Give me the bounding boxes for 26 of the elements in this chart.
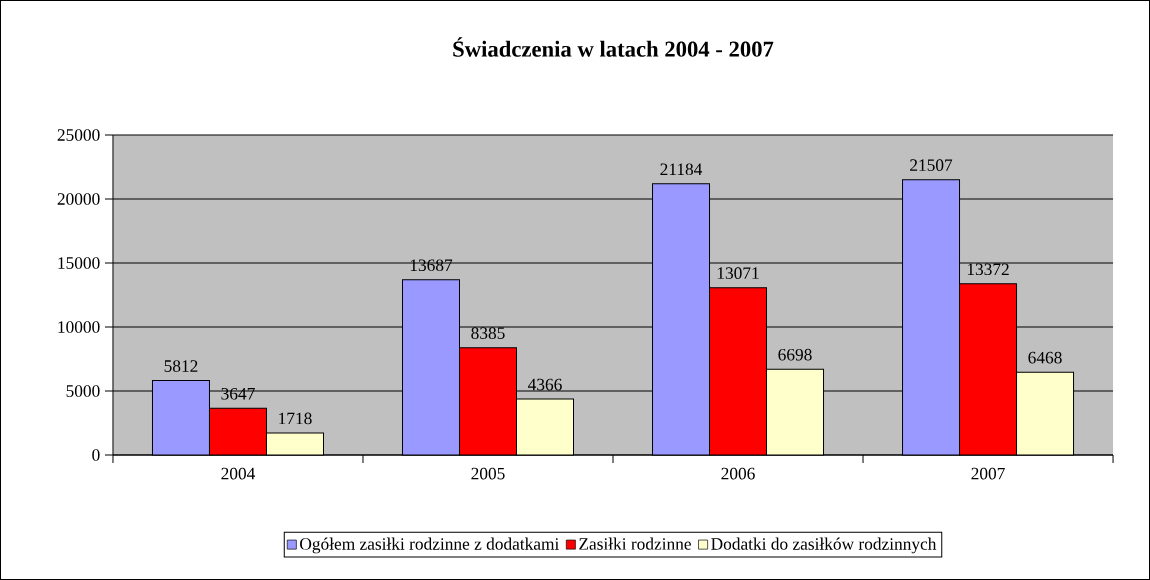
x-tick-label: 2005	[471, 467, 505, 480]
data-label: 13071	[717, 267, 759, 279]
data-label: 5812	[164, 360, 198, 372]
legend-label: Ogółem zasiłki rodzinne z dodatkami	[300, 537, 559, 554]
data-label: 13687	[410, 259, 453, 272]
chart-title: Świadczenia w latach 2004 - 2007	[453, 37, 774, 57]
data-label: 6698	[778, 348, 812, 361]
legend-label: Dodatki do zasiłków rodzinnych	[711, 537, 937, 554]
data-label: 4366	[528, 378, 562, 391]
x-tick-label: 2004	[221, 467, 256, 480]
y-tick-label: 10000	[58, 321, 100, 333]
y-tick-label: 5000	[66, 385, 100, 397]
x-tick-label: 2006	[721, 467, 755, 480]
y-tick-label: 20000	[57, 193, 100, 205]
data-label: 21507	[910, 159, 953, 171]
data-label: 13372	[967, 263, 1009, 276]
data-label: 3647	[221, 387, 255, 400]
data-label: 21184	[660, 163, 703, 176]
legend-label: Zasiłki rodzinne	[579, 537, 691, 550]
y-tick-label: 0	[92, 449, 100, 461]
data-label: 6468	[1028, 351, 1062, 364]
data-label: 1718	[279, 412, 312, 425]
y-tick-label: 25000	[57, 129, 100, 141]
y-tick-label: 15000	[58, 257, 100, 269]
x-tick-label: 2007	[971, 467, 1005, 480]
data-label: 8385	[471, 327, 505, 339]
